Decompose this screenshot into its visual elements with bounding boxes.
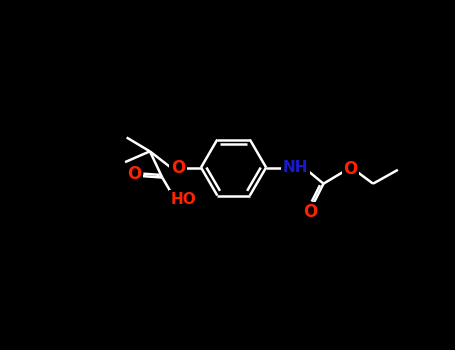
Text: HO: HO <box>171 191 197 206</box>
Text: NH: NH <box>283 160 308 175</box>
Text: O: O <box>171 159 185 176</box>
Text: O: O <box>127 166 142 183</box>
Text: O: O <box>303 203 318 221</box>
Text: O: O <box>344 160 358 178</box>
